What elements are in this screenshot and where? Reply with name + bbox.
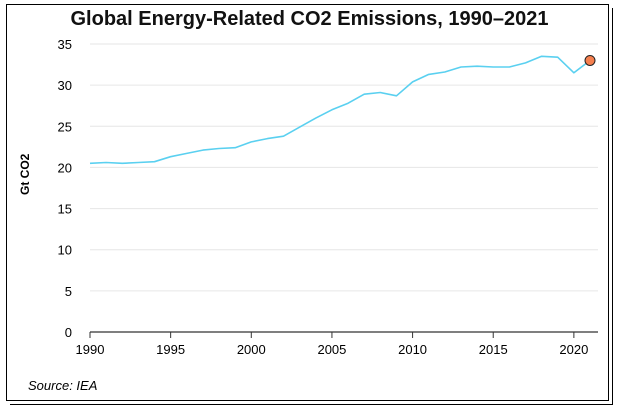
highlight-point-marker	[584, 54, 596, 66]
series-line	[89, 55, 591, 165]
x-tick-label-2015: 2015	[479, 342, 508, 357]
frame-shadow	[10, 8, 613, 405]
chart-title: Global Energy-Related CO2 Emissions, 199…	[70, 8, 549, 30]
y-tick-label-10: 10	[58, 243, 72, 258]
x-tick-label-1995: 1995	[156, 342, 185, 357]
y-tick-label-25: 25	[58, 119, 72, 134]
y-tick-label-5: 5	[65, 284, 72, 299]
y-tick-label-35: 35	[58, 37, 72, 52]
x-tick-label-1990: 1990	[76, 342, 105, 357]
x-tick-label-2005: 2005	[317, 342, 346, 357]
x-tick-label-2000: 2000	[237, 342, 266, 357]
y-tick-label-30: 30	[58, 78, 72, 93]
y-tick-label-15: 15	[58, 202, 72, 217]
y-tick-label-0: 0	[65, 325, 72, 340]
source-note: Source: IEA	[28, 378, 98, 393]
chart-frame	[6, 4, 609, 401]
x-tick-label-2010: 2010	[398, 342, 427, 357]
y-tick-label-20: 20	[58, 160, 72, 175]
x-tick-label-2020: 2020	[559, 342, 588, 357]
